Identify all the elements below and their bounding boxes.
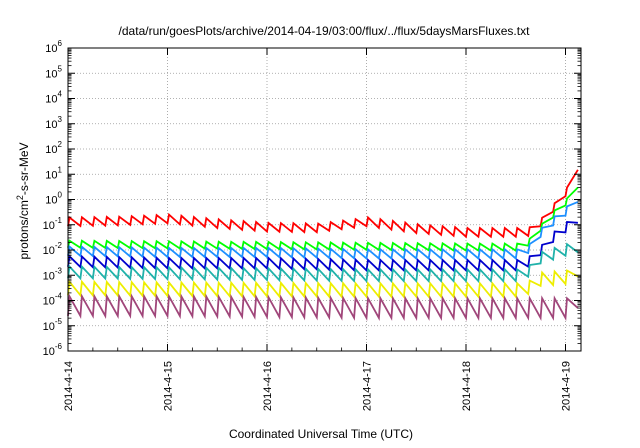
series-line-5 bbox=[67, 242, 579, 284]
x-tick-label: 2014-4-14 bbox=[63, 361, 75, 411]
axis-ticks: 10-6 10-5 10-4 10-3 10-2 10-1 100 101 102 103 104 1… bbox=[43, 39, 581, 411]
y-tick-label: 102 bbox=[45, 140, 62, 156]
y-tick-label: 10-2 bbox=[43, 241, 63, 257]
y-tick-label: 10-6 bbox=[43, 342, 63, 358]
y-tick-label: 103 bbox=[45, 115, 62, 131]
y-tick-label: 100 bbox=[45, 191, 62, 207]
x-tick-label: 2014-4-19 bbox=[561, 361, 573, 411]
gridlines bbox=[68, 48, 581, 351]
x-tick-label: 2014-4-18 bbox=[461, 361, 473, 411]
y-tick-label: 10-5 bbox=[43, 317, 63, 333]
series-line-4 bbox=[67, 221, 578, 273]
series-line-1 bbox=[67, 169, 579, 239]
series-layer bbox=[67, 169, 579, 321]
y-tick-label: 105 bbox=[45, 64, 62, 80]
y-tick-label: 10-3 bbox=[43, 266, 63, 282]
series-line-2 bbox=[67, 186, 579, 253]
y-tick-label: 101 bbox=[45, 165, 62, 181]
series-line-3 bbox=[67, 201, 579, 261]
x-tick-label: 2014-4-16 bbox=[262, 361, 274, 411]
y-tick-label: 104 bbox=[45, 90, 62, 106]
x-tick-label: 2014-4-17 bbox=[362, 361, 374, 411]
y-tick-label: 10-1 bbox=[43, 216, 63, 232]
y-tick-label: 106 bbox=[45, 39, 62, 55]
series-line-7 bbox=[67, 293, 579, 321]
x-axis-label: Coordinated Universal Time (UTC) bbox=[229, 427, 413, 441]
chart-title: /data/run/goesPlots/archive/2014-04-19/0… bbox=[119, 24, 531, 38]
x-tick-label: 2014-4-15 bbox=[163, 361, 175, 411]
y-axis-label: protons/cm2-s-sr-MeV bbox=[15, 142, 31, 259]
y-tick-label: 10-4 bbox=[43, 292, 63, 308]
series-line-6 bbox=[67, 269, 579, 299]
